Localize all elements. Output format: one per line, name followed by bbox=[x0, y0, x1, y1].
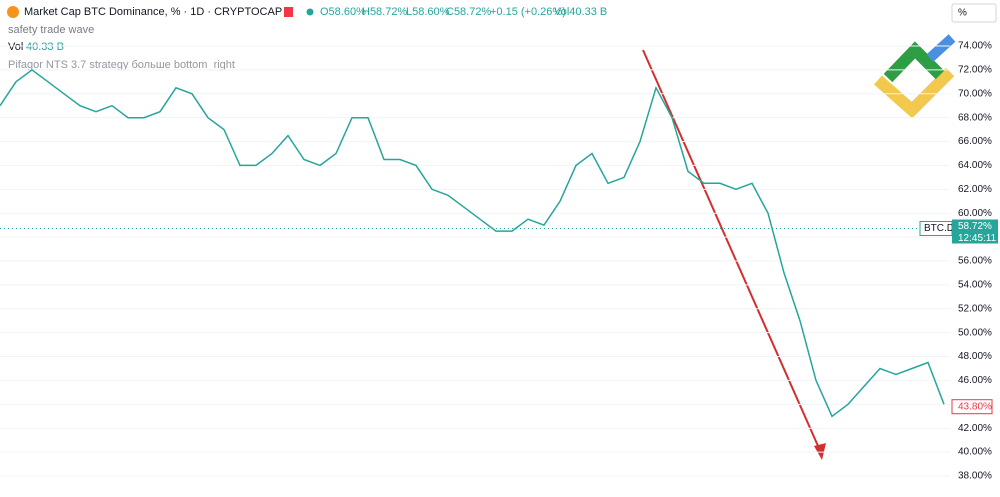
y-tick-label: 64.00% bbox=[958, 160, 992, 171]
y-tick-label: 66.00% bbox=[958, 136, 992, 147]
arrow-head bbox=[814, 443, 826, 460]
y-tick-label: 70.00% bbox=[958, 88, 992, 99]
scale-button[interactable] bbox=[951, 3, 997, 23]
ticker: BTC.D bbox=[924, 223, 954, 234]
y-tick-label: 68.00% bbox=[958, 112, 992, 123]
flag bbox=[284, 7, 293, 17]
y-tick-label: 38.00% bbox=[958, 471, 992, 482]
coin-icon bbox=[7, 6, 19, 18]
symbol: Market Cap BTC Dominance, % · 1D · CRYPT… bbox=[24, 6, 282, 18]
price-label: 58.72% bbox=[958, 221, 992, 232]
y-tick-label: 42.00% bbox=[958, 423, 992, 434]
indicator[interactable]: safety trade wave bbox=[8, 24, 94, 36]
open: O58.60% bbox=[320, 6, 366, 18]
y-tick-label: 40.00% bbox=[958, 447, 992, 458]
price-tag bbox=[952, 219, 998, 244]
price-line bbox=[0, 68, 945, 418]
y-tick-label: 72.00% bbox=[958, 65, 992, 76]
y-tick-label: 74.00% bbox=[958, 41, 992, 52]
indicator[interactable]: Pifagor NTS 3.7 strategy больше bottom_r… bbox=[8, 59, 235, 71]
y-tick-label: 54.00% bbox=[958, 280, 992, 291]
y-tick-label: 62.00% bbox=[958, 184, 992, 195]
indicator[interactable]: Vol bbox=[8, 41, 23, 53]
change: +0.15 (+0.26%) bbox=[490, 6, 566, 18]
volume: Vol40.33 B bbox=[554, 6, 607, 18]
close: C58.72% bbox=[446, 6, 491, 18]
high: H58.72% bbox=[362, 6, 407, 18]
y-tick-label: 56.00% bbox=[958, 256, 992, 267]
y-tick-label: 50.00% bbox=[958, 327, 992, 338]
y-tick-label: 48.00% bbox=[958, 351, 992, 362]
scale-mode[interactable]: % bbox=[958, 8, 967, 19]
low: L58.60% bbox=[406, 6, 450, 18]
marker-label: 43.80% bbox=[958, 401, 992, 412]
logo bbox=[874, 34, 956, 119]
countdown: 12:45:11 bbox=[958, 233, 997, 244]
y-tick-label: 60.00% bbox=[958, 208, 992, 219]
trend-arrow bbox=[642, 49, 823, 456]
y-tick-label: 52.00% bbox=[958, 303, 992, 314]
indicator-value: 40.33 B bbox=[26, 41, 64, 53]
y-tick-label: 46.00% bbox=[958, 375, 992, 386]
status-dot bbox=[306, 8, 314, 16]
marker-tag bbox=[951, 399, 993, 415]
